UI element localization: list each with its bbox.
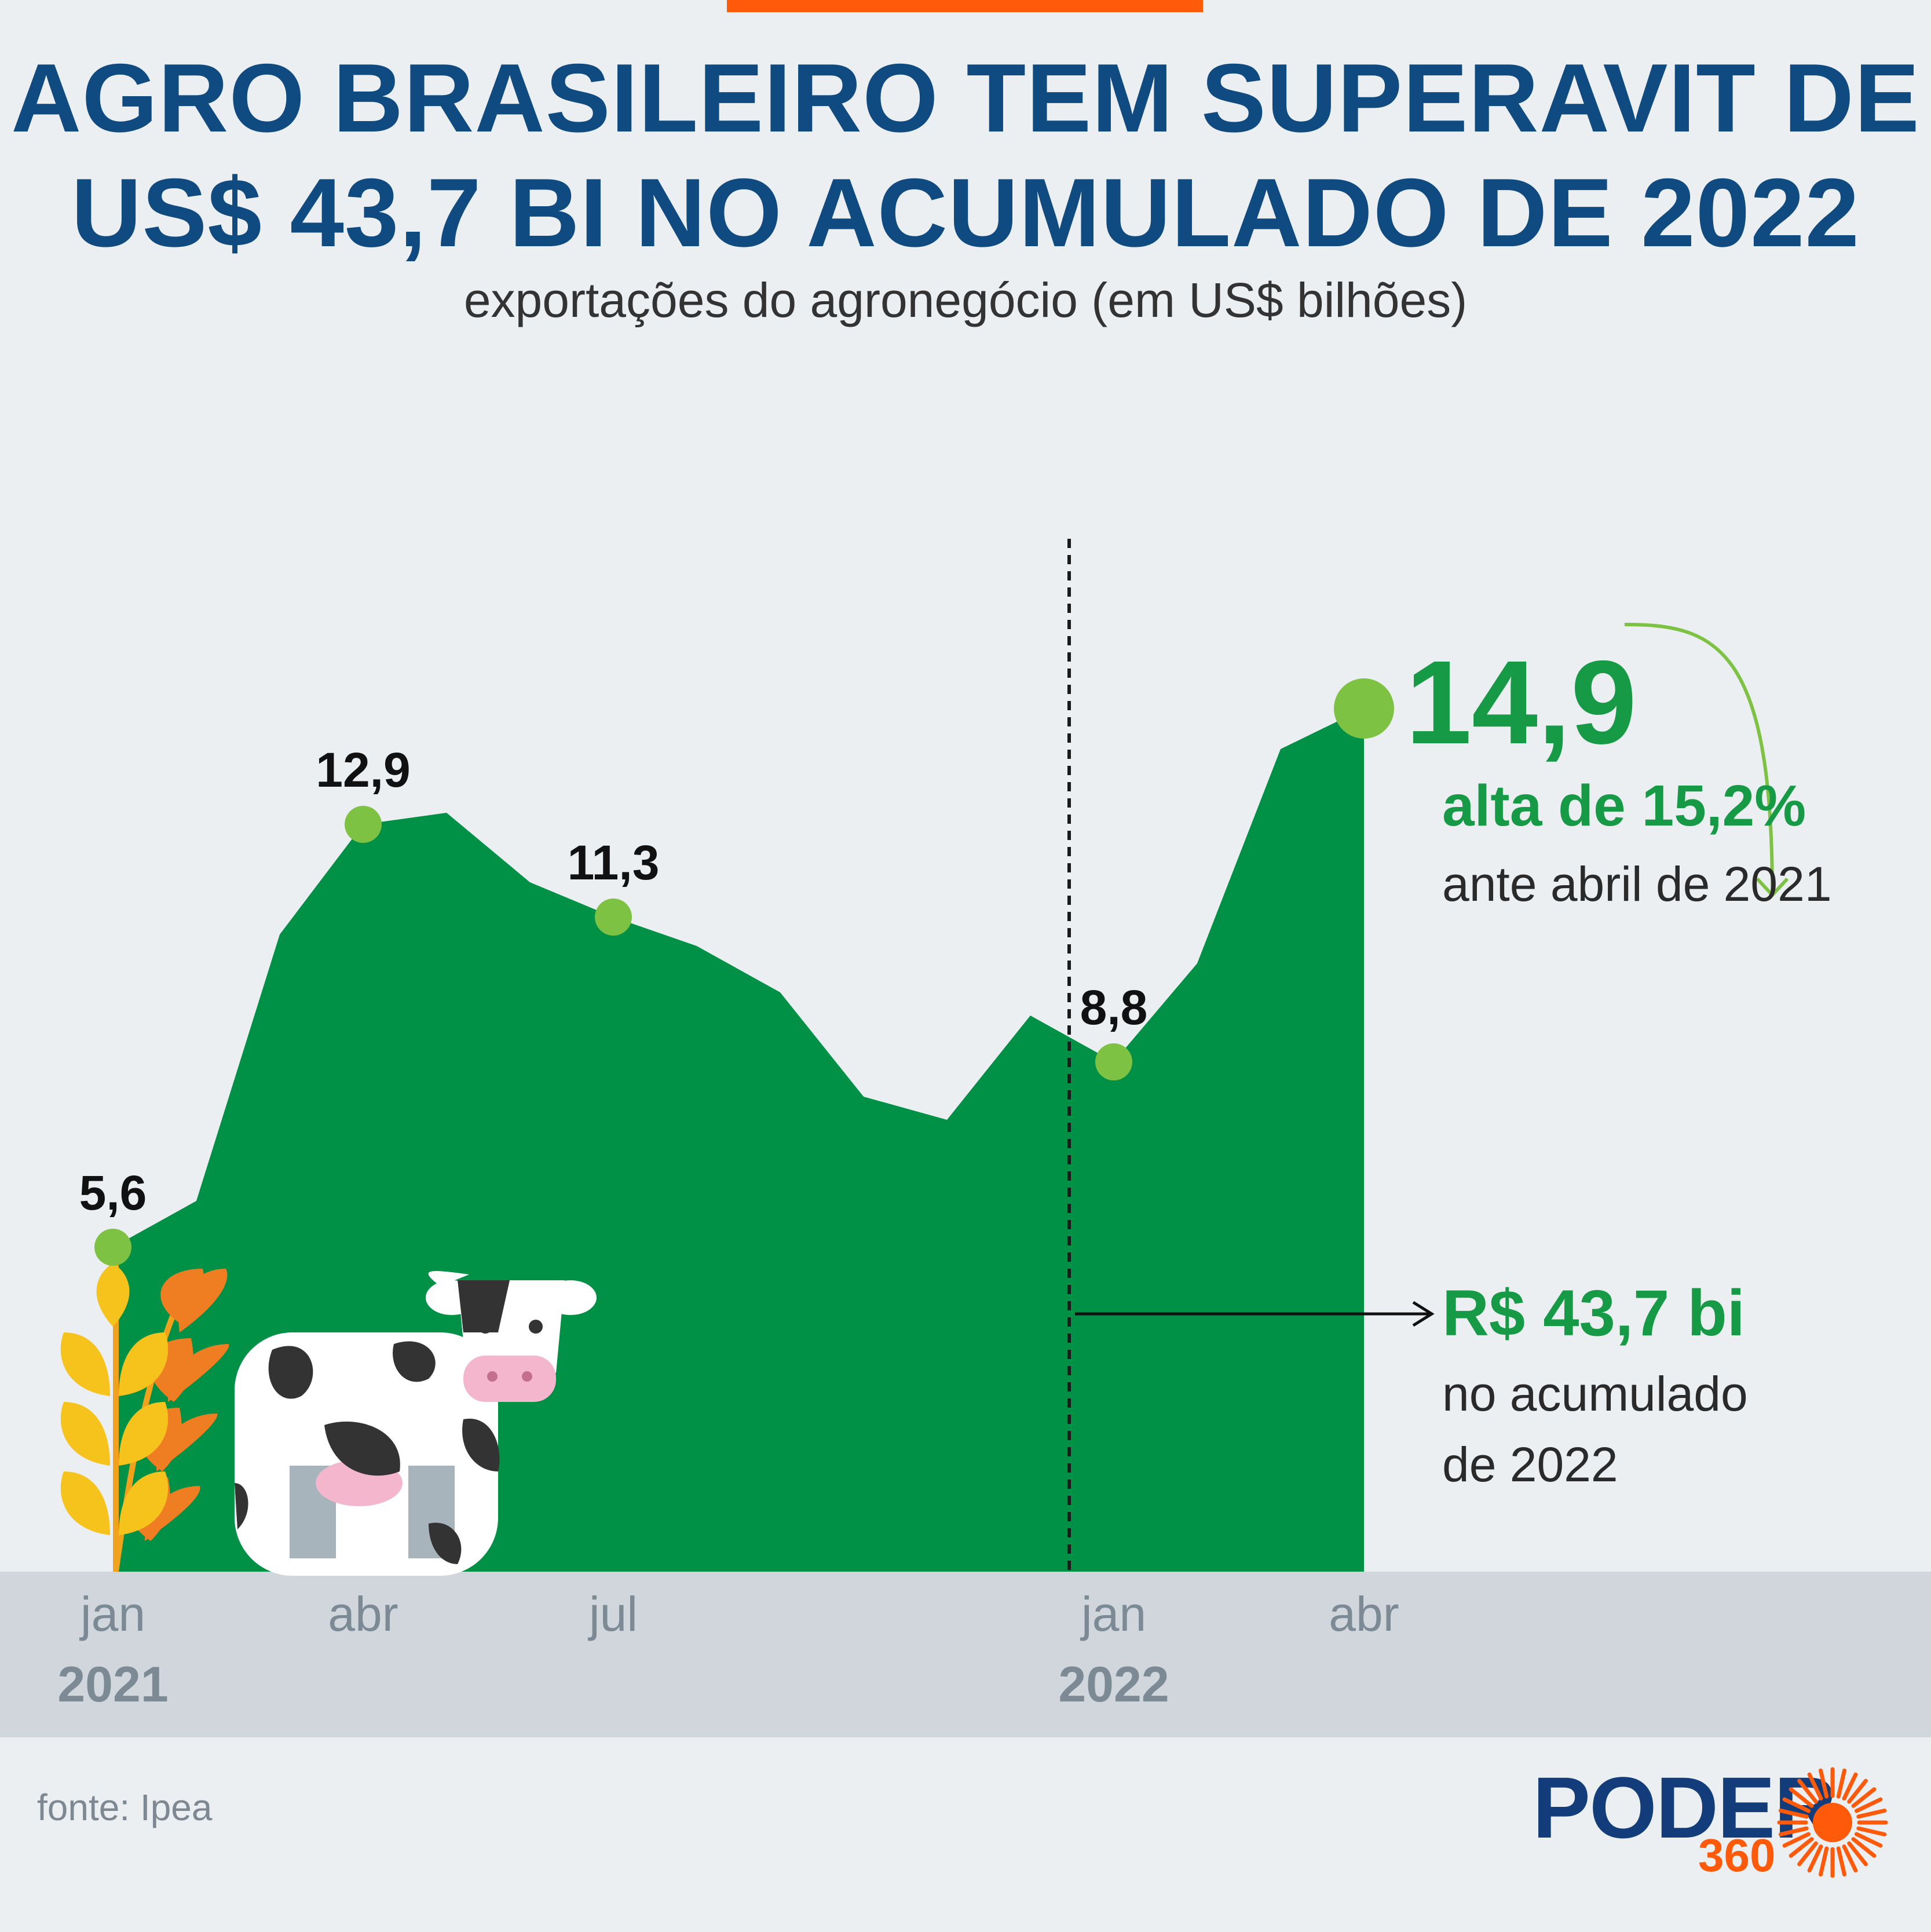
logo-number: 360	[1698, 1829, 1776, 1881]
data-label: 11,3	[568, 835, 660, 890]
wheat-icon	[60, 1263, 229, 1572]
cow-icon	[235, 1271, 597, 1576]
x-tick-month: jan	[79, 1587, 145, 1641]
x-tick-month: abr	[328, 1587, 398, 1641]
growth-annotation-value: alta de 15,2%	[1442, 773, 1806, 838]
growth-arrow	[1624, 623, 1774, 894]
data-label: 5,6	[79, 1166, 147, 1220]
data-point	[1334, 678, 1394, 739]
growth-arrow-head	[1756, 877, 1789, 898]
total-annotation-note-1: no acumulado	[1442, 1367, 1748, 1421]
sun-ray	[1842, 1772, 1858, 1801]
sun-ray	[1847, 1841, 1868, 1867]
x-tick-month: jul	[587, 1587, 638, 1641]
top-accent-bar	[727, 0, 1203, 12]
sun-ray	[1854, 1797, 1883, 1813]
data-label: 12,9	[316, 743, 411, 797]
sun-ray	[1782, 1832, 1811, 1848]
sun-ray	[1842, 1844, 1858, 1873]
x-tick-month: jan	[1080, 1587, 1146, 1641]
sun-ray	[1789, 1837, 1814, 1858]
sun-ray	[1856, 1809, 1887, 1819]
sun-ray	[1797, 1841, 1818, 1867]
data-point	[345, 806, 382, 843]
sun-ray	[1854, 1832, 1883, 1848]
data-point	[1095, 1043, 1132, 1080]
sun-ray	[1856, 1826, 1887, 1836]
sun-ray	[1778, 1826, 1809, 1836]
total-annotation-value: R$ 43,7 bi	[1442, 1277, 1745, 1349]
data-label: 8,8	[1080, 980, 1148, 1035]
title-line-2: US$ 43,7 BI NO ACUMULADO DE 2022	[71, 158, 1860, 267]
total-arrow-head	[1412, 1301, 1435, 1327]
x-tick-month: abr	[1329, 1587, 1399, 1641]
sun-ray	[1789, 1787, 1814, 1808]
sun-core	[1813, 1803, 1852, 1842]
sun-ray	[1851, 1787, 1877, 1808]
x-tick-year: 2021	[57, 1657, 168, 1712]
sun-ray	[1778, 1809, 1809, 1819]
sun-ray	[1782, 1797, 1811, 1813]
sun-ray	[1847, 1778, 1868, 1804]
sun-ray	[1836, 1846, 1846, 1877]
growth-annotation-note: ante abril de 2021	[1442, 857, 1832, 911]
total-annotation-note-2: de 2022	[1442, 1437, 1618, 1492]
sun-ray	[1819, 1846, 1829, 1877]
title-line-1: AGRO BRASILEIRO TEM SUPERAVIT DE	[11, 43, 1920, 152]
sun-ray	[1807, 1844, 1823, 1873]
brand-logo[interactable]: PODER 360	[1533, 1761, 1897, 1889]
logo-word: PODER	[1533, 1759, 1837, 1856]
sun-ray	[1797, 1778, 1818, 1804]
source-note: fonte: Ipea	[37, 1787, 213, 1828]
chart-subtitle: exportações do agronegócio (em US$ bilhõ…	[463, 273, 1468, 327]
sun-ray	[1819, 1768, 1829, 1799]
page-title: AGRO BRASILEIRO TEM SUPERAVIT DE US$ 43,…	[0, 41, 1931, 270]
sun-ray	[1807, 1772, 1823, 1801]
sun-ray	[1851, 1837, 1877, 1858]
data-point	[595, 899, 632, 936]
sun-ray	[1836, 1768, 1846, 1799]
data-label-latest: 14,9	[1406, 636, 1637, 769]
data-point	[94, 1229, 131, 1266]
sun-icon	[1777, 1767, 1888, 1878]
x-tick-year: 2022	[1058, 1657, 1169, 1712]
x-axis-band	[0, 1572, 1931, 1737]
